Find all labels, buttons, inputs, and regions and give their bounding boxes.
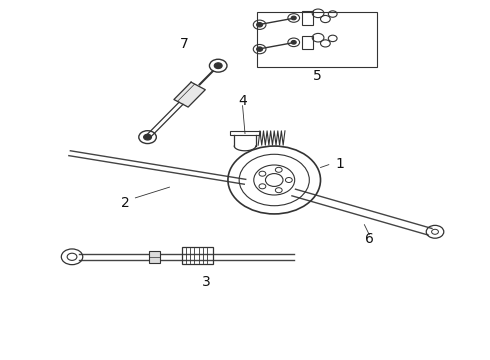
Polygon shape bbox=[174, 82, 205, 107]
Circle shape bbox=[214, 63, 222, 68]
Text: 4: 4 bbox=[238, 94, 247, 108]
Text: 2: 2 bbox=[121, 196, 130, 210]
Text: 6: 6 bbox=[365, 232, 374, 246]
Bar bbox=[149, 251, 160, 262]
Circle shape bbox=[257, 47, 263, 51]
Circle shape bbox=[144, 134, 151, 140]
Circle shape bbox=[291, 16, 296, 20]
Text: 7: 7 bbox=[180, 37, 189, 51]
Circle shape bbox=[291, 41, 296, 44]
Text: 5: 5 bbox=[313, 69, 321, 84]
Circle shape bbox=[257, 23, 263, 27]
Bar bbox=[302, 11, 313, 25]
Bar bbox=[230, 131, 260, 135]
Text: 3: 3 bbox=[202, 275, 210, 289]
Bar bbox=[182, 247, 213, 264]
Text: 1: 1 bbox=[336, 157, 344, 171]
Bar bbox=[257, 12, 376, 67]
Bar bbox=[302, 36, 313, 49]
